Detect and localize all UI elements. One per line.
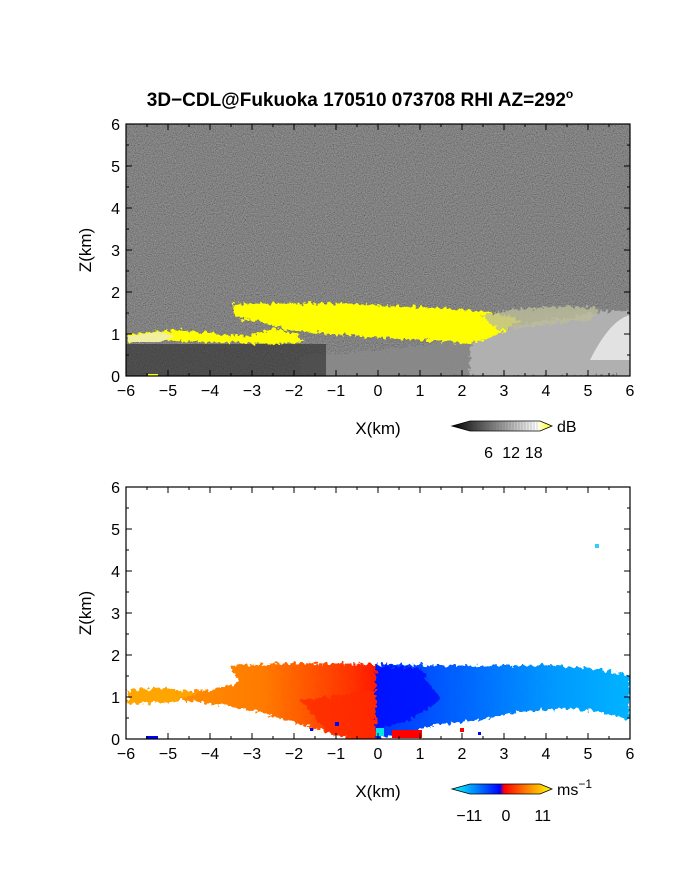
y-tick-label: 3: [111, 606, 120, 623]
y-tick-label: 5: [111, 522, 120, 539]
x-tick-label: 6: [626, 383, 635, 400]
y-tick-label: 6: [111, 117, 120, 134]
x-tick-label: 4: [542, 746, 551, 763]
x-tick-label: 5: [584, 746, 593, 763]
y-tick-label: 5: [111, 159, 120, 176]
reflectivity-colorbar-unit: dB: [557, 419, 577, 436]
colorbar-tick-label: 11: [534, 808, 551, 825]
x-tick-label: −4: [201, 746, 219, 763]
colorbar-tick-label: −11: [456, 808, 482, 825]
x-tick-label: 0: [374, 746, 383, 763]
reflectivity-image: [126, 124, 630, 376]
reflectivity-colorbar: dB 6 12 18: [450, 419, 577, 462]
x-tick-label: 4: [542, 383, 551, 400]
x-tick-label: −6: [117, 383, 135, 400]
colorbar-tick-label: 6: [484, 445, 493, 462]
velocity-xlabel: X(km): [355, 782, 400, 801]
x-tick-label: 3: [500, 383, 509, 400]
x-tick-label: 2: [458, 383, 467, 400]
reflectivity-ylabel: Z(km): [76, 228, 95, 272]
y-tick-label: 0: [111, 369, 120, 386]
x-tick-label: 3: [500, 746, 509, 763]
x-tick-label: −1: [327, 383, 345, 400]
y-tick-label: 1: [111, 690, 120, 707]
x-tick-label: −5: [159, 383, 177, 400]
x-tick-label: −6: [117, 746, 135, 763]
reflectivity-xlabel: X(km): [355, 419, 400, 438]
x-tick-label: 5: [584, 383, 593, 400]
x-tick-label: 1: [416, 746, 425, 763]
x-tick-label: −3: [243, 383, 261, 400]
x-tick-label: −1: [327, 746, 345, 763]
colorbar-tick-label: 18: [525, 445, 543, 462]
y-tick-label: 4: [111, 201, 120, 218]
y-tick-label: 2: [111, 648, 120, 665]
figure-title: 3D−CDL@Fukuoka 170510 073708 RHI AZ=292o: [147, 87, 574, 111]
x-tick-label: −4: [201, 383, 219, 400]
colorbar-tick-label: 12: [502, 445, 520, 462]
x-tick-label: −2: [285, 746, 303, 763]
x-tick-label: 0: [374, 383, 383, 400]
x-tick-label: −2: [285, 383, 303, 400]
y-tick-label: 3: [111, 243, 120, 260]
velocity-image: [126, 487, 630, 739]
velocity-colorbar: ms−1 −11 0 11: [450, 777, 592, 825]
y-tick-label: 0: [111, 732, 120, 749]
x-tick-label: −5: [159, 746, 177, 763]
y-tick-label: 2: [111, 285, 120, 302]
colorbar-tick-label: 0: [502, 808, 511, 825]
velocity-ylabel: Z(km): [76, 591, 95, 635]
x-tick-label: 6: [626, 746, 635, 763]
x-tick-label: −3: [243, 746, 261, 763]
reflectivity-ticks: −6 −5 −4 −3 −2 −1 0 1 2 3 4 5 6 0 1 2 3 4 5 6: [111, 117, 634, 400]
velocity-ticks: −6 −5 −4 −3 −2 −1 0 1 2 3 4 5 6 0 1 2 3 4 5 6: [111, 480, 634, 763]
y-tick-label: 4: [111, 564, 120, 581]
x-tick-label: 1: [416, 383, 425, 400]
velocity-panel: −6 −5 −4 −3 −2 −1 0 1 2 3 4 5 6 0 1 2 3 4 5 6 X(km) Z(km) m…: [76, 480, 635, 825]
y-tick-label: 6: [111, 480, 120, 497]
y-tick-label: 1: [111, 327, 120, 344]
velocity-colorbar-unit: ms−1: [557, 777, 592, 799]
x-tick-label: 2: [458, 746, 467, 763]
